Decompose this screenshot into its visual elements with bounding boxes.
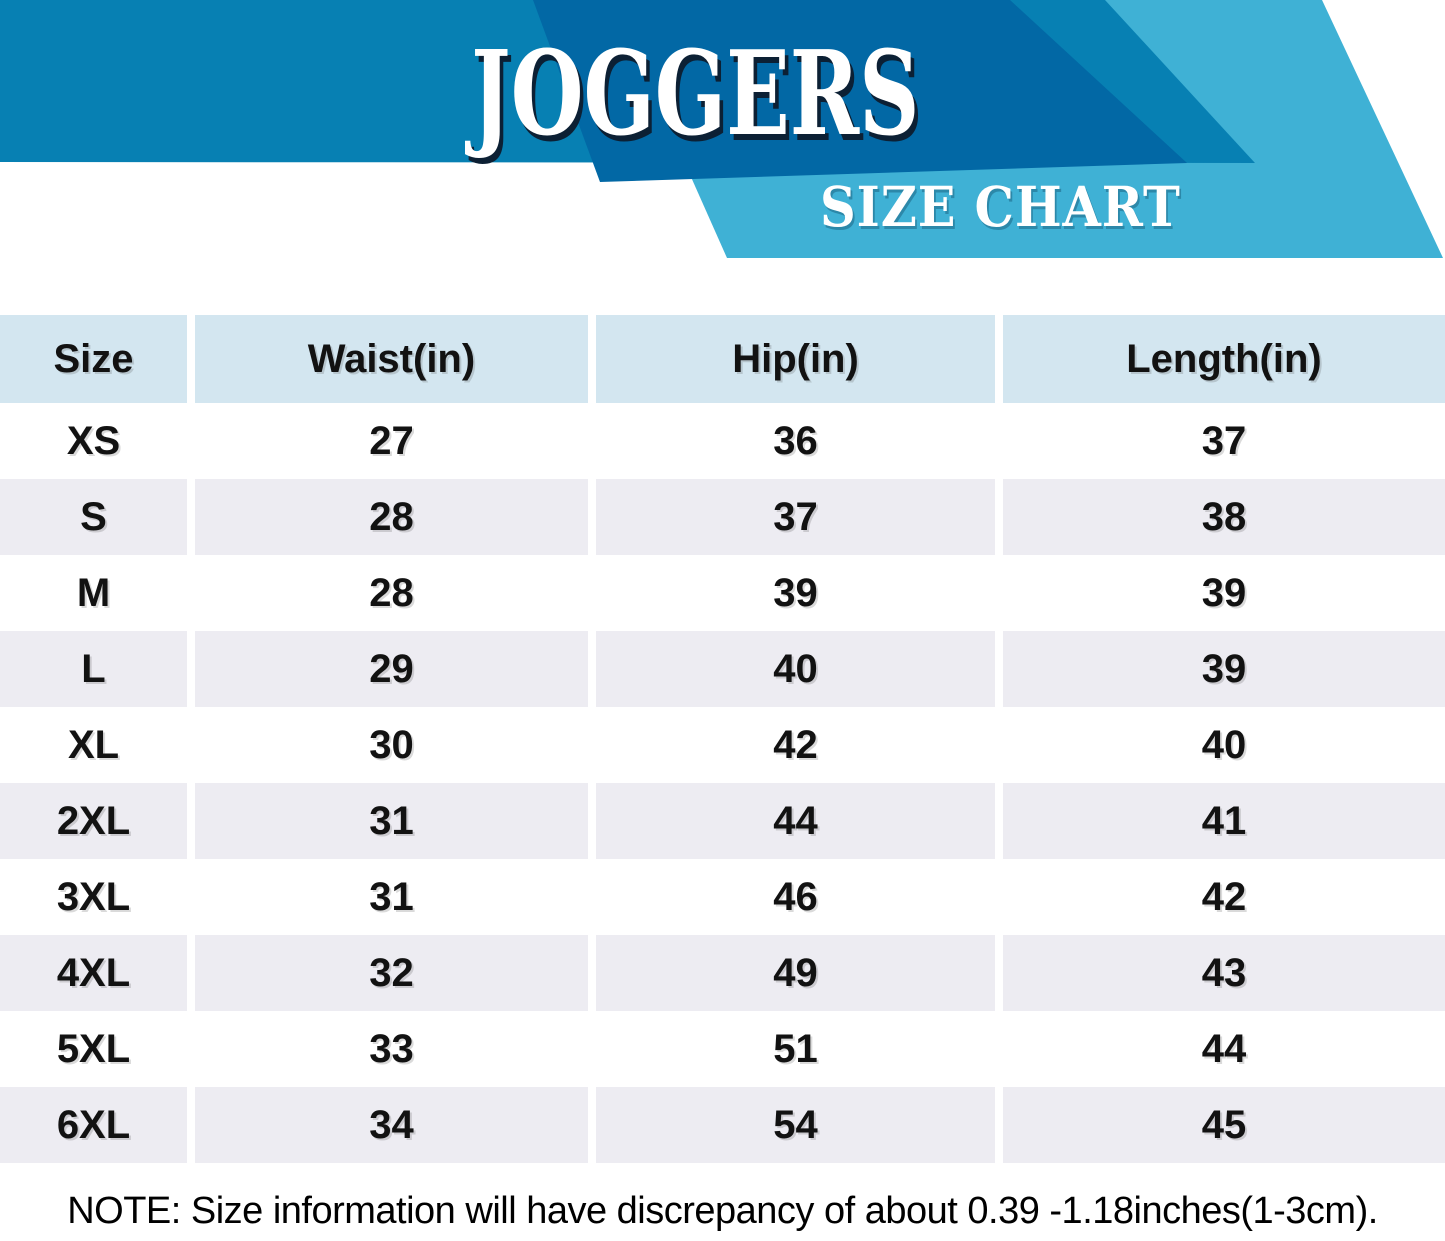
column-header-length: Length(in)	[1003, 315, 1445, 403]
size-table: Size Waist(in) Hip(in) Length(in) XS 27 36…	[0, 315, 1445, 1163]
table-cell-xs-length: 37	[1003, 403, 1445, 479]
table-cell-m-size: M	[0, 555, 187, 631]
table-cell-m-hip: 39	[596, 555, 995, 631]
page-subtitle: SIZE CHART	[819, 173, 1181, 239]
table-cell-5xl-waist: 33	[195, 1011, 588, 1087]
table-cell-5xl-length: 44	[1003, 1011, 1445, 1087]
table-cell-4xl-hip: 49	[596, 935, 995, 1011]
table-cell-m-length: 39	[1003, 555, 1445, 631]
table-cell-l-hip: 40	[596, 631, 995, 707]
column-header-hip: Hip(in)	[596, 315, 995, 403]
table-cell-4xl-waist: 32	[195, 935, 588, 1011]
table-cell-2xl-size: 2XL	[0, 783, 187, 859]
table-cell-s-waist: 28	[195, 479, 588, 555]
table-cell-3xl-waist: 31	[195, 859, 588, 935]
table-cell-4xl-length: 43	[1003, 935, 1445, 1011]
table-cell-6xl-size: 6XL	[0, 1087, 187, 1163]
table-cell-m-waist: 28	[195, 555, 588, 631]
table-cell-l-length: 39	[1003, 631, 1445, 707]
table-cell-s-hip: 37	[596, 479, 995, 555]
page-title-wrap: JOGGERS	[450, 26, 940, 162]
table-cell-3xl-hip: 46	[596, 859, 995, 935]
table-cell-3xl-length: 42	[1003, 859, 1445, 935]
table-cell-4xl-size: 4XL	[0, 935, 187, 1011]
table-cell-5xl-hip: 51	[596, 1011, 995, 1087]
table-cell-2xl-length: 41	[1003, 783, 1445, 859]
table-cell-xs-hip: 36	[596, 403, 995, 479]
table-cell-6xl-waist: 34	[195, 1087, 588, 1163]
table-cell-xs-size: XS	[0, 403, 187, 479]
table-cell-6xl-hip: 54	[596, 1087, 995, 1163]
page-title: JOGGERS	[470, 26, 920, 162]
table-cell-5xl-size: 5XL	[0, 1011, 187, 1087]
note-text: NOTE: Size information will have discrep…	[67, 1190, 1378, 1232]
table-cell-l-waist: 29	[195, 631, 588, 707]
table-cell-xl-hip: 42	[596, 707, 995, 783]
table-cell-2xl-hip: 44	[596, 783, 995, 859]
page-subtitle-wrap: SIZE CHART	[760, 173, 1240, 239]
table-cell-xl-waist: 30	[195, 707, 588, 783]
table-cell-xs-waist: 27	[195, 403, 588, 479]
table-cell-s-size: S	[0, 479, 187, 555]
column-header-waist: Waist(in)	[195, 315, 588, 403]
table-cell-xl-size: XL	[0, 707, 187, 783]
table-cell-l-size: L	[0, 631, 187, 707]
column-header-size: Size	[0, 315, 187, 403]
table-cell-6xl-length: 45	[1003, 1087, 1445, 1163]
header-banner: JOGGERS SIZE CHART	[0, 0, 1445, 270]
table-cell-xl-length: 40	[1003, 707, 1445, 783]
table-cell-s-length: 38	[1003, 479, 1445, 555]
table-cell-2xl-waist: 31	[195, 783, 588, 859]
table-cell-3xl-size: 3XL	[0, 859, 187, 935]
